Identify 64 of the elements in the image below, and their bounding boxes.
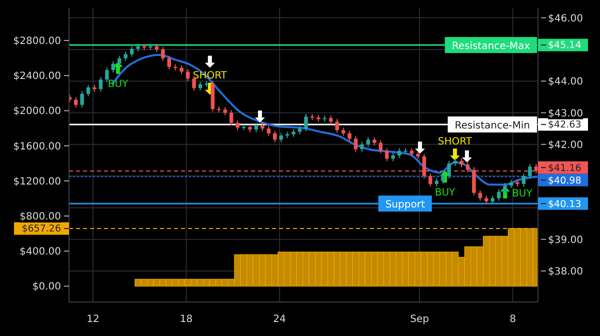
- candlestick: [428, 173, 432, 187]
- candlestick: [161, 46, 165, 62]
- ref-line-label: Support: [385, 200, 425, 211]
- candlestick: [236, 120, 240, 131]
- y-tick-label: $400.00: [20, 246, 61, 258]
- y-tick-label: $1600.00: [13, 141, 61, 152]
- candlestick: [404, 148, 408, 154]
- y2-tick-label: $40.13: [548, 198, 582, 210]
- y2-tick-label: $39.00: [548, 234, 583, 246]
- x-tick-label: 12: [86, 314, 100, 325]
- x-tick-label: 8: [510, 314, 516, 325]
- candlestick: [335, 118, 339, 134]
- candlestick: [528, 164, 532, 180]
- candlestick: [74, 96, 78, 108]
- candlestick: [167, 55, 172, 70]
- y2-tick-label: $46.00: [548, 13, 583, 24]
- candlestick: [279, 132, 283, 143]
- text: BUY: [108, 78, 128, 90]
- candlestick: [440, 173, 445, 184]
- candlestick: [348, 130, 352, 142]
- y2-tick-label: $40.98: [548, 175, 582, 186]
- candlestick: [98, 76, 103, 92]
- y2-tick-label: $38.00: [548, 266, 583, 278]
- y-tick-label: $1200.00: [13, 176, 61, 188]
- series-label: BUY: [512, 188, 534, 200]
- candlestick: [86, 84, 90, 97]
- candlestick: [80, 90, 84, 108]
- candlestick: [522, 173, 526, 187]
- candlestick: [354, 136, 358, 152]
- y2-tick-label: $42.63: [548, 120, 582, 131]
- x-tick-label: 18: [180, 314, 193, 325]
- candlestick: [186, 68, 190, 82]
- x-tick-label: 24: [273, 314, 286, 325]
- candlestick: [447, 160, 451, 180]
- candlestick: [254, 122, 258, 133]
- candlestick: [384, 148, 389, 162]
- x-tick-label: Sep: [410, 314, 429, 325]
- y-tick-label: $0.00: [32, 282, 61, 293]
- candlestick: [118, 55, 122, 67]
- y-tick-label: $2400.00: [13, 71, 61, 82]
- y-tick-label: $2000.00: [13, 106, 61, 118]
- candlestick: [397, 148, 402, 159]
- y-tick-label: $2800.00: [13, 36, 61, 47]
- candlestick: [366, 136, 370, 148]
- candlestick: [229, 110, 234, 126]
- candlestick: [360, 141, 364, 152]
- text: BUY: [434, 188, 456, 199]
- candlestick: [105, 66, 109, 83]
- y2-tick-label: $43.00: [548, 108, 583, 120]
- candlestick: [266, 126, 271, 136]
- y2-tick-label: $44.00: [548, 76, 583, 88]
- candlestick: [111, 60, 116, 74]
- ref-line-label: Resistance-Max: [452, 41, 530, 52]
- y2-tick-label: $42.00: [548, 140, 583, 151]
- text: SHORT: [438, 136, 472, 148]
- y-tick-label: $800.00: [20, 211, 61, 222]
- candlestick: [124, 51, 128, 62]
- candlestick: [503, 182, 507, 195]
- candlestick: [304, 114, 308, 132]
- candlestick: [273, 130, 277, 143]
- y-tick-label: $657.26: [22, 224, 61, 235]
- ref-line-label: Resistance-Min: [454, 120, 530, 132]
- y2-tick-label: $41.16: [548, 162, 582, 174]
- y2-tick-label: $45.14: [548, 40, 582, 52]
